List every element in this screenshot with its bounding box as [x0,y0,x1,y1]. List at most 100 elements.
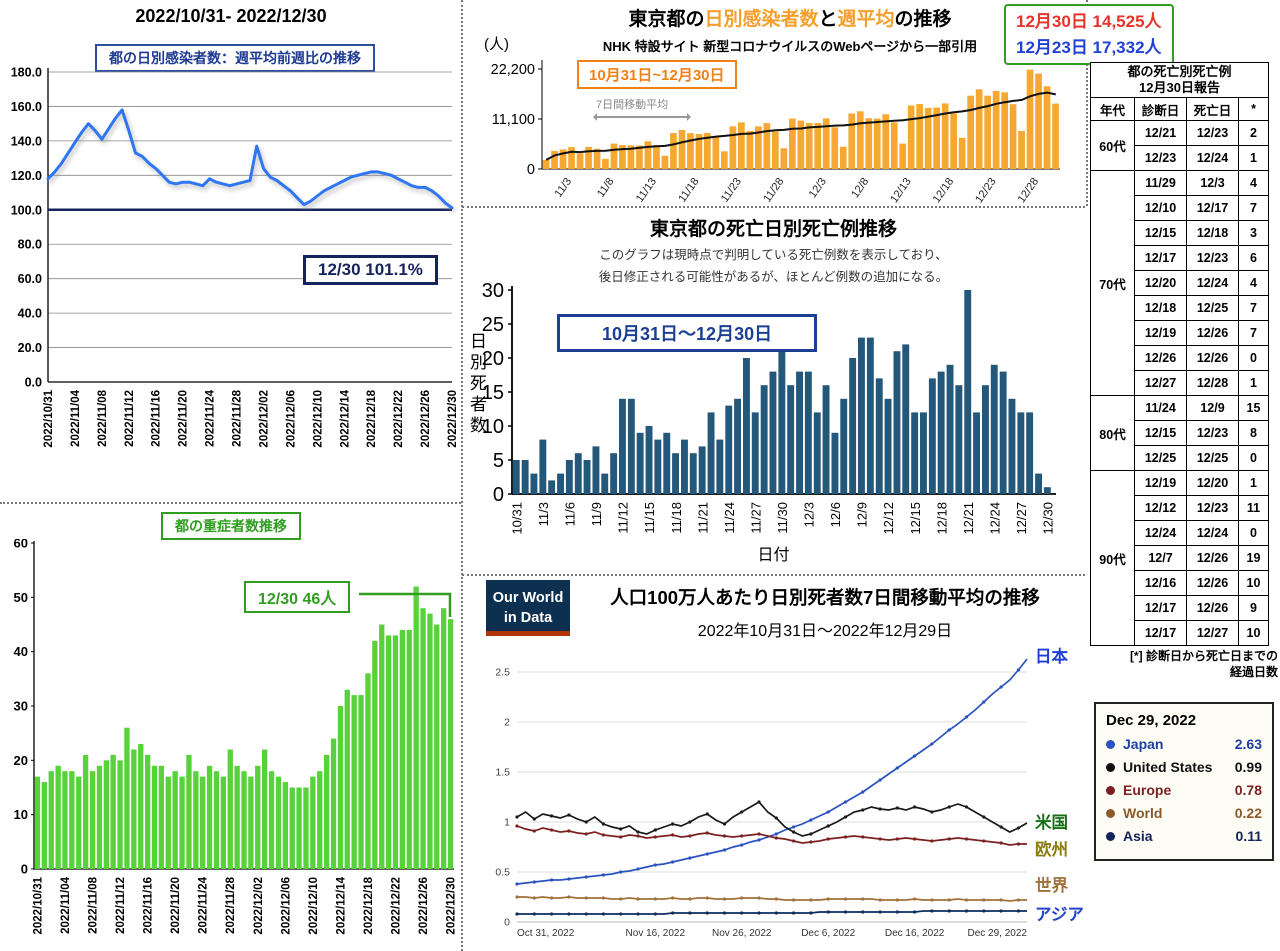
svg-text:2022/12/06: 2022/12/06 [280,877,292,935]
svg-text:12/30: 12/30 [1041,502,1056,535]
svg-text:10: 10 [14,807,28,822]
svg-text:12/6: 12/6 [828,502,843,527]
table-cell: 10 [1238,620,1269,646]
legend-item: Europe 0.78 [1106,782,1262,798]
svg-text:2022/12/10: 2022/12/10 [308,877,320,935]
svg-text:0.5: 0.5 [495,867,510,879]
table-cell: 12/24 [1186,520,1239,546]
svg-text:12/24: 12/24 [987,502,1002,535]
svg-text:2022/11/28: 2022/11/28 [225,876,237,934]
svg-text:2022/11/04: 2022/11/04 [60,876,72,934]
svg-text:140.0: 140.0 [11,134,42,148]
deaths-subtitle-1: このグラフは現時点で判明している死亡例数を表示しており、 [599,248,948,262]
table-cell: 12/17 [1134,595,1187,621]
svg-text:30: 30 [482,282,504,302]
svg-text:15: 15 [482,382,504,404]
table-cell: 9 [1238,595,1269,621]
svg-text:20: 20 [482,348,504,370]
svg-text:60.0: 60.0 [18,272,42,286]
table-cell: 12/15 [1134,220,1187,246]
table-row: 12/7 12/26 19 [1091,545,1269,571]
table-cell: 7 [1238,295,1269,321]
daily-infections-chart: 0 11,100 22,200 11/3 11/8 11/13 11/18 11/23 11/2… [491,60,1060,205]
svg-text:11/9: 11/9 [589,502,604,526]
svg-text:11/6: 11/6 [563,502,578,526]
table-cell: 12/27 [1134,370,1187,396]
table-cell: 4 [1238,170,1269,196]
moving-average-arrow-icon [593,113,691,121]
svg-text:11/27: 11/27 [748,502,763,534]
svg-text:2022/10/31: 2022/10/31 [43,389,55,447]
svg-text:2022/11/20: 2022/11/20 [170,877,182,934]
table-cell: 12/15 [1134,420,1187,446]
svg-text:2022/11/24: 2022/11/24 [205,389,217,447]
svg-text:2022/11/16: 2022/11/16 [143,877,155,934]
age-group-cell: 90代 [1090,470,1135,646]
svg-text:Dec 29, 2022: Dec 29, 2022 [968,928,1028,939]
table-cell: 1 [1238,370,1269,396]
svg-text:2022/12/18: 2022/12/18 [366,389,378,447]
svg-text:2022/12/18: 2022/12/18 [363,876,375,934]
infections-title-part: 東京都の [628,9,705,30]
table-cell: 11 [1238,495,1269,521]
legend-item-value: 0.78 [1234,782,1262,798]
table-cell: 12/19 [1134,470,1187,496]
svg-text:11/28: 11/28 [761,176,786,205]
severe-annotation: 12/30 46人 [244,581,351,613]
table-cell: 7 [1238,195,1269,221]
table-cell: 12/26 [1186,595,1239,621]
svg-text:2022/11/08: 2022/11/08 [97,389,109,447]
svg-text:160.0: 160.0 [11,100,42,114]
table-cell: 19 [1238,545,1269,571]
svg-text:世界: 世界 [1035,876,1069,895]
svg-text:12/9: 12/9 [855,502,870,527]
svg-text:日本: 日本 [1035,646,1069,666]
table-cell: 12/21 [1134,120,1187,146]
legend-title: Dec 29, 2022 [1106,712,1197,729]
latest-counts-box: 12月30日 14,525人 12月23日 17,332人 [1004,4,1174,65]
table-cell: 12/24 [1186,145,1239,171]
table-cell: 12/17 [1134,620,1187,646]
owid-subtitle: 2022年10月31日〜2022年12月29日 [697,623,953,640]
svg-text:12/18: 12/18 [934,502,949,535]
svg-text:2022/11/12: 2022/11/12 [124,390,136,447]
table-cell: 12/23 [1186,245,1239,271]
svg-text:2022/11/04: 2022/11/04 [70,389,82,447]
table-cell: 0 [1238,520,1269,546]
svg-text:2022/11/16: 2022/11/16 [151,390,163,447]
svg-text:12/3: 12/3 [807,176,829,200]
svg-text:2022/11/24: 2022/11/24 [198,876,210,934]
severe-chart-title: 都の重症者数推移 [161,512,301,540]
svg-text:2022/11/28: 2022/11/28 [232,389,244,447]
divider-horizontal-mid1 [462,206,1085,208]
svg-text:2022/11/08: 2022/11/08 [88,876,100,934]
count-dec23: 12月23日 17,332人 [1016,37,1162,57]
table-cell: 12/18 [1134,295,1187,321]
legend-item-name: Europe [1123,782,1172,798]
col-header-diagnosis: 診断日 [1134,97,1187,121]
ratio-chart-title: 都の日別感染者数：週平均前週比の推移 [95,44,375,72]
table-row: 12/17 12/26 9 [1091,595,1269,621]
owid-logo: Our World in Data [486,580,570,636]
left-period-title: 2022/10/31- 2022/12/30 [135,6,327,26]
legend-dot-icon [1106,785,1115,795]
svg-text:米国: 米国 [1035,812,1068,832]
infections-title-part: 日別感染者数 [704,9,819,30]
svg-text:12/18: 12/18 [931,176,957,205]
table-row: 12/10 12/17 7 [1091,195,1269,221]
svg-text:11/15: 11/15 [642,502,657,534]
col-header-death: 死亡日 [1186,97,1239,121]
svg-text:2022/12/30: 2022/12/30 [446,877,458,935]
table-row: 90代 12/19 12/20 1 [1090,470,1269,646]
svg-text:Nov 26, 2022: Nov 26, 2022 [712,928,772,939]
table-cell: 12/16 [1134,570,1187,596]
svg-text:11/3: 11/3 [536,502,551,526]
table-cell: 12/26 [1134,345,1187,371]
svg-text:80.0: 80.0 [18,238,42,252]
svg-text:2.5: 2.5 [495,667,510,679]
infections-subtitle: NHK 特設サイト 新型コロナウイルスのWebページから一部引用 [602,39,978,54]
legend-item-name: Asia [1123,828,1153,844]
table-cell: 12/20 [1186,470,1239,496]
table-cell: 12/17 [1186,195,1239,221]
